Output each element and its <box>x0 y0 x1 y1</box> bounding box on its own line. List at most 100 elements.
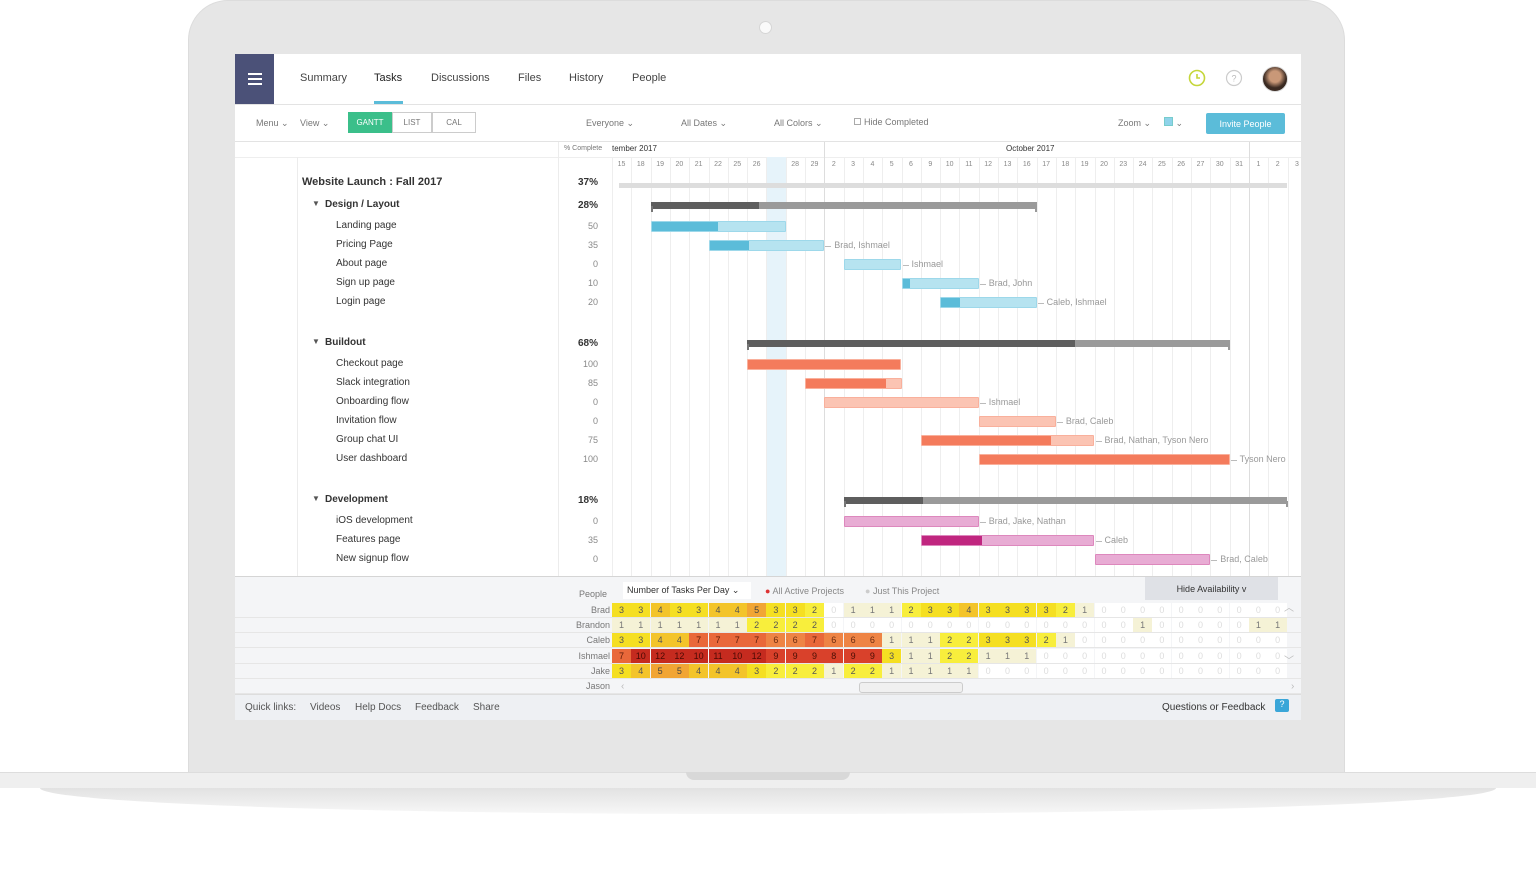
view-cal[interactable]: CAL <box>432 112 476 133</box>
task-bar[interactable] <box>978 454 1230 465</box>
collapse-triangle-icon[interactable]: ▼ <box>312 337 320 346</box>
all-active-projects-radio[interactable]: ● All Active Projects <box>765 586 844 596</box>
availability-cell: 9 <box>843 648 863 663</box>
task-name[interactable]: Login page <box>336 296 386 307</box>
task-name[interactable]: Invitation flow <box>336 415 397 426</box>
task-name[interactable]: User dashboard <box>336 453 408 464</box>
scroll-up-icon[interactable]: ︿ <box>1284 603 1294 614</box>
questions-feedback-link[interactable]: Questions or Feedback <box>1162 702 1266 713</box>
availability-cell: 2 <box>1055 603 1075 617</box>
project-bar[interactable] <box>619 183 1288 188</box>
task-assignees: Ishmael <box>911 259 944 269</box>
task-name[interactable]: Pricing Page <box>336 239 393 250</box>
scroll-down-icon[interactable]: ﹀ <box>1284 656 1294 667</box>
tab-files[interactable]: Files <box>518 72 542 84</box>
task-name[interactable]: iOS development <box>336 515 413 526</box>
dates-label: All Dates <box>681 118 718 128</box>
task-name[interactable]: Landing page <box>336 220 397 231</box>
percent-complete: 100 <box>582 454 598 464</box>
dates-filter[interactable]: All Dates ⌄ <box>681 118 728 128</box>
collapse-triangle-icon[interactable]: ▼ <box>312 199 320 208</box>
task-name[interactable]: Onboarding flow <box>336 396 409 407</box>
collapse-triangle-icon[interactable]: ▼ <box>312 494 320 503</box>
group-name[interactable]: Buildout <box>325 337 366 348</box>
everyone-filter[interactable]: Everyone ⌄ <box>586 118 635 128</box>
tab-tasks[interactable]: Tasks <box>374 72 403 84</box>
project-name[interactable]: Website Launch : Fall 2017 <box>302 176 443 188</box>
color-dropdown[interactable]: ⌄ <box>1164 117 1183 129</box>
invite-people-button[interactable]: Invite People <box>1206 113 1285 134</box>
task-name[interactable]: Slack integration <box>336 377 410 388</box>
link-help-docs[interactable]: Help Docs <box>355 702 402 713</box>
task-bar[interactable] <box>805 378 902 389</box>
view-dropdown[interactable]: View ⌄ <box>300 118 330 128</box>
day-label: 20 <box>675 161 684 168</box>
availability-cell: 1 <box>669 618 689 633</box>
clock-icon[interactable] <box>1188 69 1206 87</box>
task-assignees: Brad, Ishmael <box>834 240 890 250</box>
checkbox[interactable] <box>854 118 861 125</box>
availability-cell: 1 <box>1055 633 1075 648</box>
link-videos[interactable]: Videos <box>310 702 341 713</box>
task-bar[interactable] <box>650 221 786 232</box>
availability-cell: 1 <box>901 633 921 648</box>
percent-complete: 85 <box>587 378 598 388</box>
tab-discussions[interactable]: Discussions <box>431 72 490 84</box>
scroll-left-icon[interactable]: ‹ <box>621 681 625 692</box>
scroll-right-icon[interactable]: › <box>1291 681 1295 692</box>
availability-cell: 1 <box>631 618 651 633</box>
tab-summary[interactable]: Summary <box>300 72 348 84</box>
day-label: 20 <box>1100 161 1108 168</box>
metric-dropdown[interactable]: Number of Tasks Per Day ⌄ <box>623 582 751 599</box>
hide-availability-button[interactable]: Hide Availability v <box>1145 577 1278 600</box>
link-feedback[interactable]: Feedback <box>415 702 459 713</box>
availability-cell: 3 <box>978 603 998 617</box>
task-name[interactable]: Group chat UI <box>336 434 399 445</box>
view-list[interactable]: LIST <box>392 112 432 133</box>
day-label: 19 <box>656 161 664 168</box>
menu-button[interactable] <box>235 54 274 104</box>
task-bar[interactable] <box>843 259 902 270</box>
availability-cell: 0 <box>824 618 844 633</box>
chat-icon[interactable]: ? <box>1275 699 1289 712</box>
avatar[interactable] <box>1262 66 1288 92</box>
task-bar[interactable] <box>747 359 902 370</box>
group-summary-bar[interactable] <box>650 202 1037 209</box>
task-name[interactable]: Features page <box>336 534 401 545</box>
task-bar[interactable] <box>901 278 979 289</box>
view-gantt[interactable]: GANTT <box>348 112 392 133</box>
group-name[interactable]: Development <box>325 494 388 505</box>
group-summary-bar[interactable] <box>843 497 1288 504</box>
link-share[interactable]: Share <box>473 702 500 713</box>
task-name[interactable]: Sign up page <box>336 277 395 288</box>
availability-cell: 6 <box>862 633 882 648</box>
task-name[interactable]: Checkout page <box>336 358 404 369</box>
availability-cell: 0 <box>1113 633 1133 648</box>
horizontal-scrollbar[interactable] <box>859 682 963 693</box>
task-name[interactable]: About page <box>336 258 388 269</box>
task-bar[interactable] <box>708 240 825 251</box>
task-bar[interactable] <box>843 516 979 527</box>
task-bar[interactable] <box>940 297 1037 308</box>
tab-people[interactable]: People <box>632 72 667 84</box>
availability-cell: 1 <box>882 663 902 678</box>
colors-filter[interactable]: All Colors ⌄ <box>774 118 823 128</box>
zoom-dropdown[interactable]: Zoom ⌄ <box>1118 118 1152 128</box>
group-summary-bar[interactable] <box>747 340 1230 347</box>
menu-dropdown[interactable]: Menu ⌄ <box>256 118 289 128</box>
grid-line <box>631 157 633 576</box>
dependency-line <box>825 246 832 247</box>
task-name[interactable]: New signup flow <box>336 553 409 564</box>
task-bar[interactable] <box>920 535 1095 546</box>
task-bar[interactable] <box>920 435 1095 446</box>
group-name[interactable]: Design / Layout <box>325 199 400 210</box>
task-bar[interactable] <box>824 397 979 408</box>
tab-history[interactable]: History <box>569 72 604 84</box>
dependency-line <box>1056 422 1063 423</box>
hide-completed-toggle[interactable]: Hide Completed <box>854 117 929 127</box>
help-icon[interactable]: ? <box>1225 69 1243 87</box>
task-bar[interactable] <box>1094 554 1211 565</box>
task-bar[interactable] <box>978 416 1056 427</box>
just-this-project-radio[interactable]: ● Just This Project <box>865 586 940 596</box>
availability-cell: 2 <box>805 618 824 633</box>
